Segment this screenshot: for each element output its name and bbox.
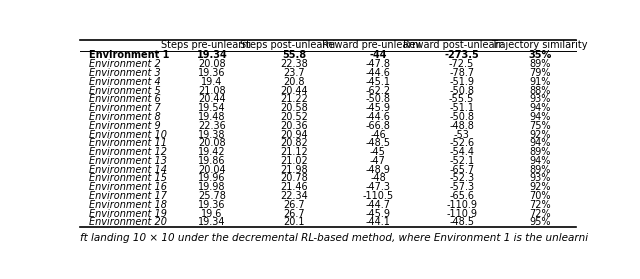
Text: ft landing 10 × 10 under the decremental RL-based method, where Environment 1 is: ft landing 10 × 10 under the decremental… [80, 233, 588, 243]
